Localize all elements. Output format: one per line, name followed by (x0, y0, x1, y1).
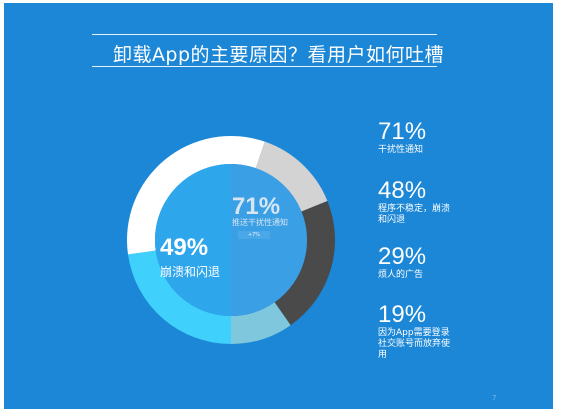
stat-value: 29% (378, 243, 427, 270)
slide: 卸载App的主要原因？看用户如何吐槽 71% 推送干扰性通知 +7% 49% 崩… (4, 3, 553, 409)
stat-label: 程序不稳定，崩溃和闪退 (378, 204, 451, 225)
stat-crashes: 48% 程序不稳定，崩溃和闪退 (378, 179, 456, 226)
inner-disc (155, 164, 307, 316)
stat-notifications: 71% 干扰性通知 (378, 120, 468, 156)
ring-segments (127, 136, 335, 344)
ring-segment (255, 141, 328, 212)
page-number: 7 (492, 394, 497, 402)
stat-value: 71% (378, 118, 427, 145)
ring-segment (128, 250, 231, 344)
center-caption: 推送干扰性通知 (232, 218, 288, 227)
stat-value: 19% (378, 301, 427, 328)
title-top-rule (92, 34, 437, 35)
ring-segment (274, 201, 335, 326)
stat-value: 48% (378, 177, 427, 204)
ring-segment (231, 302, 291, 344)
stat-ads: 29% 烦人的广告 (378, 245, 468, 281)
title-bottom-rule (92, 66, 437, 67)
left-callout-caption: 崩溃和闪退 (160, 265, 221, 279)
stat-social-login: 19% 因为App需要登录社交账号而放弃使用 (378, 303, 456, 361)
donut-chart (127, 136, 335, 344)
center-mini-label: +7% (238, 231, 270, 239)
ring-segment (127, 136, 265, 255)
center-value: 71% (232, 193, 281, 220)
slide-title: 卸载App的主要原因？看用户如何吐槽 (112, 44, 445, 66)
left-callout-value: 49% (160, 234, 209, 261)
stat-label: 烦人的广告 (378, 270, 424, 280)
inner-disc-left-half (155, 164, 231, 316)
stat-label: 因为App需要登录社交账号而放弃使用 (378, 328, 451, 360)
stat-label: 干扰性通知 (378, 145, 424, 155)
